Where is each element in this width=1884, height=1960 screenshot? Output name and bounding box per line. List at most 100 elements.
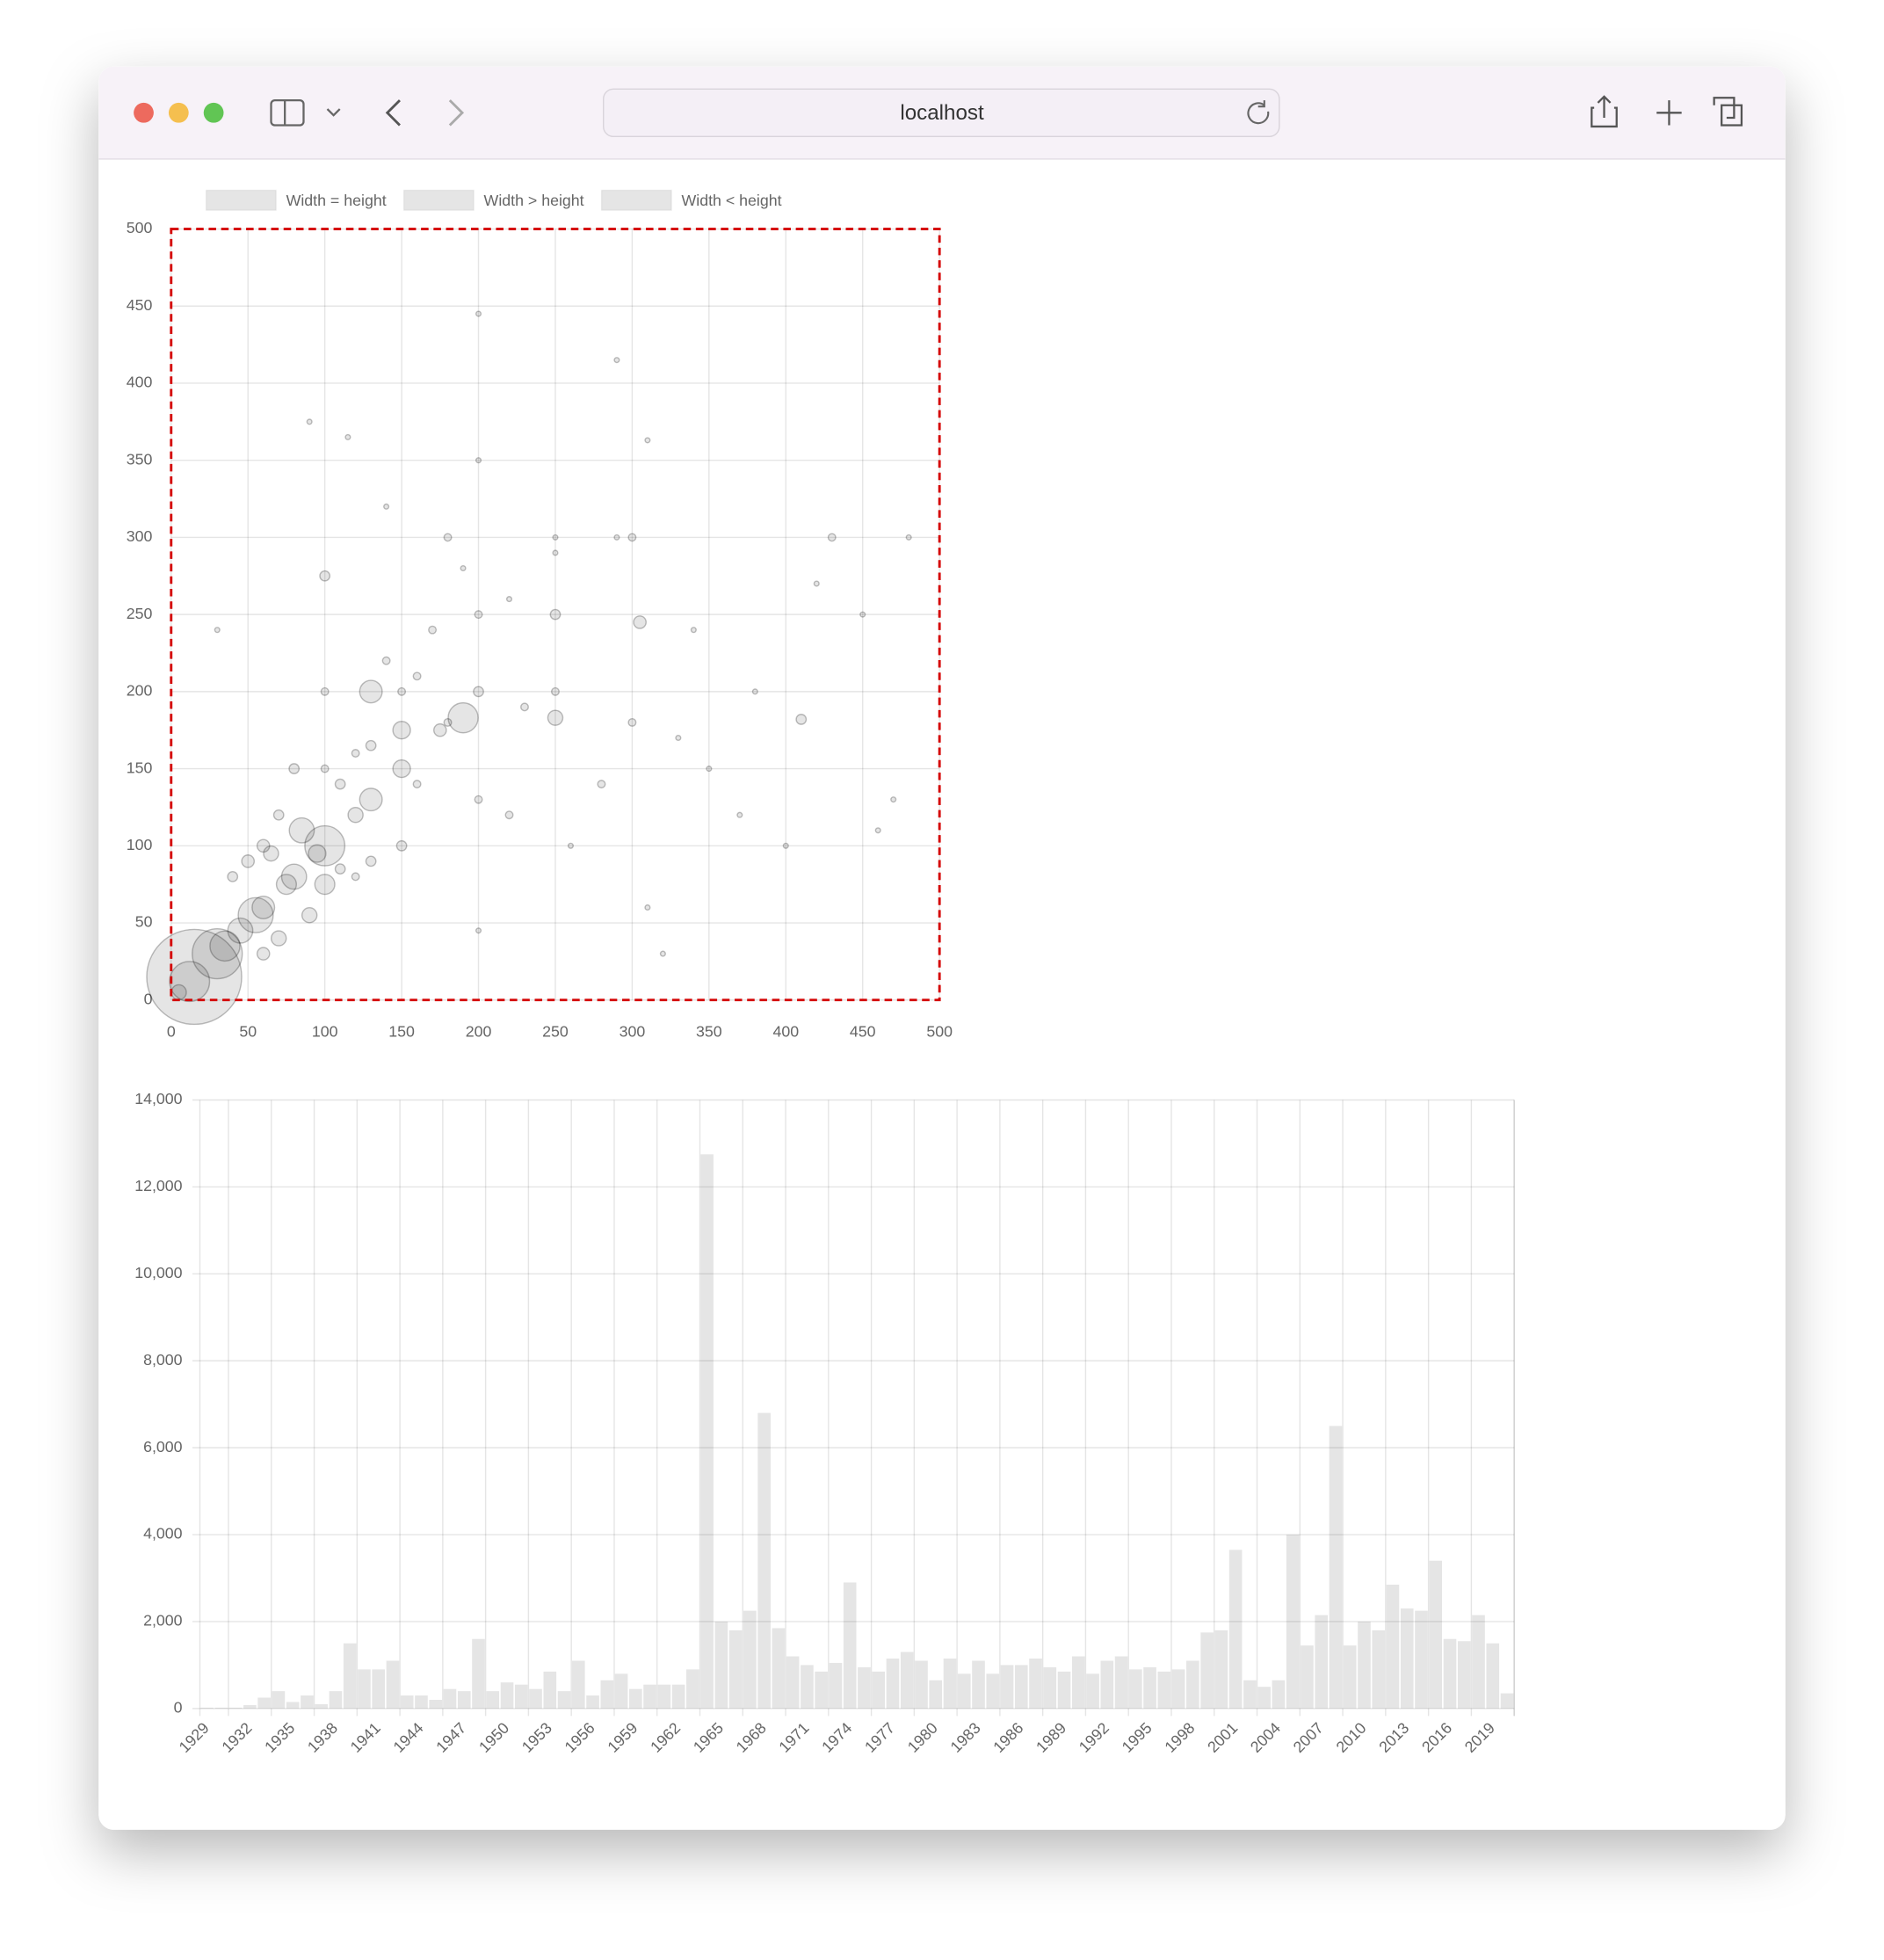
forward-button[interactable]	[448, 99, 465, 127]
bubble	[412, 780, 422, 789]
new-tab-button[interactable]	[1656, 100, 1682, 126]
bar	[1415, 1610, 1428, 1709]
x-tick-label: 0	[167, 1022, 176, 1040]
bar	[900, 1651, 914, 1709]
bar	[743, 1610, 757, 1709]
tabs-button[interactable]	[1713, 97, 1743, 127]
bubble	[301, 907, 318, 924]
bubble	[308, 844, 327, 863]
bubble	[270, 930, 287, 947]
bubble	[827, 533, 837, 542]
bar	[214, 1707, 228, 1709]
bar	[514, 1684, 528, 1709]
bar	[329, 1691, 343, 1709]
bar	[843, 1582, 857, 1709]
bubble	[319, 570, 331, 582]
close-button[interactable]	[134, 102, 154, 123]
bubble	[475, 310, 482, 317]
bar	[1443, 1638, 1457, 1709]
bar	[243, 1704, 257, 1709]
bar	[700, 1154, 714, 1709]
bar	[200, 1707, 214, 1709]
bubble	[383, 503, 390, 510]
bubble	[304, 824, 346, 867]
reload-button[interactable]	[1247, 100, 1270, 125]
bar	[486, 1691, 500, 1709]
sidebar-button[interactable]	[270, 98, 341, 127]
bar	[257, 1697, 271, 1709]
y-tick-label: 250	[127, 605, 153, 622]
back-button[interactable]	[385, 99, 401, 127]
bar	[457, 1691, 471, 1709]
bubble	[443, 717, 453, 727]
bar	[429, 1699, 443, 1709]
bubble	[443, 533, 453, 542]
url: localhost	[900, 101, 984, 125]
bubble	[428, 625, 438, 635]
bar	[757, 1412, 771, 1709]
bubble	[256, 947, 271, 961]
minimize-button[interactable]	[168, 102, 189, 123]
bar	[415, 1695, 428, 1709]
bubble	[397, 686, 407, 696]
y-tick-label: 450	[127, 296, 153, 314]
chart-area-border	[170, 228, 941, 1002]
bubble	[795, 714, 808, 725]
bubble	[365, 855, 377, 867]
bubble	[504, 810, 514, 820]
bar	[1301, 1645, 1314, 1709]
bubble	[412, 671, 422, 681]
zoom-button[interactable]	[203, 102, 224, 123]
bar	[1043, 1666, 1057, 1709]
bar	[1272, 1680, 1286, 1709]
bubble	[334, 778, 346, 790]
bubble	[359, 679, 383, 704]
bar	[1171, 1669, 1185, 1709]
y-tick-label: 0	[144, 990, 153, 1007]
bar	[1400, 1608, 1414, 1709]
bar	[301, 1695, 314, 1709]
y-tick-label: 200	[127, 682, 153, 700]
bar	[443, 1688, 457, 1709]
bar	[1343, 1645, 1357, 1709]
bar	[1315, 1615, 1329, 1709]
bar	[1029, 1659, 1042, 1709]
y-tick-label: 14,000	[134, 1090, 182, 1107]
bar	[1243, 1680, 1257, 1709]
bubble	[288, 763, 301, 774]
bubble	[392, 721, 411, 740]
address-bar[interactable]	[602, 88, 1280, 138]
bubble	[272, 809, 285, 821]
bar	[1086, 1673, 1099, 1709]
bubble	[365, 739, 377, 751]
bar	[772, 1628, 786, 1709]
bubble	[320, 686, 330, 696]
bar	[1057, 1671, 1071, 1709]
bar	[343, 1643, 357, 1709]
x-tick-label: 50	[239, 1022, 257, 1040]
bar	[586, 1695, 599, 1709]
bar	[972, 1660, 985, 1709]
bar	[1228, 1550, 1243, 1709]
bar	[801, 1665, 814, 1709]
legend-label: Width > height	[484, 192, 584, 209]
bar	[358, 1669, 371, 1709]
legend-label: Width < height	[682, 192, 782, 209]
bubble	[460, 564, 467, 572]
bubble	[347, 806, 364, 824]
share-button[interactable]	[1591, 95, 1618, 128]
bubble	[359, 788, 383, 812]
bubble	[690, 627, 697, 634]
bubble	[334, 863, 346, 875]
bar	[571, 1660, 585, 1709]
bubble	[432, 722, 447, 737]
bubble	[644, 904, 651, 911]
bubble	[549, 608, 562, 621]
bubble	[320, 764, 330, 773]
legend-swatch	[205, 189, 277, 211]
bar	[600, 1680, 614, 1709]
bar	[1071, 1656, 1085, 1709]
bar	[1429, 1560, 1443, 1709]
bar	[986, 1673, 1000, 1709]
bar	[272, 1691, 286, 1709]
